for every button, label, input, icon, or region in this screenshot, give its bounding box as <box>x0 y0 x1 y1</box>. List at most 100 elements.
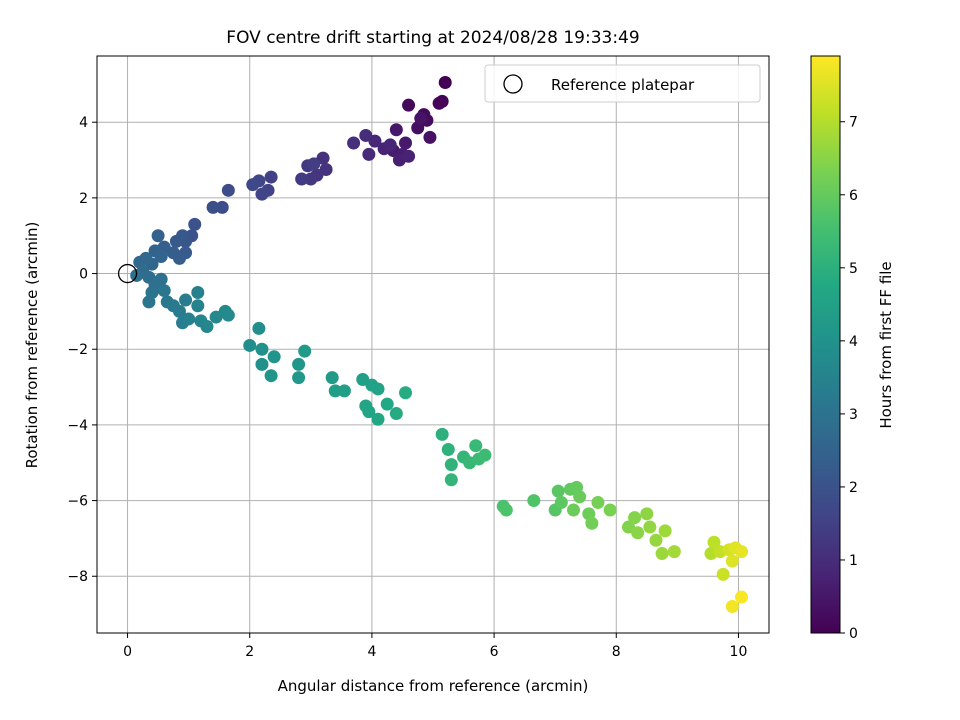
data-point <box>371 382 385 396</box>
colorbar-tick-label: 4 <box>849 334 858 350</box>
data-point <box>215 200 229 214</box>
data-point <box>402 98 416 112</box>
data-point <box>441 442 455 456</box>
colorbar-tick-label: 6 <box>849 188 858 204</box>
data-point <box>499 503 513 517</box>
y-tick-label: −6 <box>67 494 88 510</box>
x-tick-label: 8 <box>612 644 621 660</box>
data-point <box>172 304 186 318</box>
data-point <box>735 545 749 559</box>
data-point <box>551 484 565 498</box>
data-point <box>402 149 416 163</box>
data-point <box>307 157 321 171</box>
colorbar-tick-label: 5 <box>849 261 858 277</box>
data-point <box>221 308 235 322</box>
data-point <box>359 128 373 142</box>
data-point <box>383 138 397 152</box>
colorbar-tick-label: 1 <box>849 553 858 569</box>
x-axis-label: Angular distance from reference (arcmin) <box>278 677 589 695</box>
colorbar-tick-label: 0 <box>849 626 858 642</box>
y-tick-label: 0 <box>79 267 88 283</box>
data-point <box>725 554 739 568</box>
data-point <box>707 535 721 549</box>
data-point <box>362 147 376 161</box>
data-point <box>527 494 541 508</box>
data-point <box>667 545 681 559</box>
data-point <box>554 495 568 509</box>
data-point <box>179 293 193 307</box>
x-tick-label: 6 <box>490 644 499 660</box>
y-tick-label: −4 <box>67 418 88 434</box>
data-point <box>191 285 205 299</box>
data-point <box>151 229 165 243</box>
x-tick-label: 2 <box>245 644 254 660</box>
legend-marker-open-circle <box>503 74 523 94</box>
data-point <box>469 439 483 453</box>
data-point <box>735 590 749 604</box>
colorbar-tick-label: 2 <box>849 480 858 496</box>
chart-title: FOV centre drift starting at 2024/08/28 … <box>226 28 639 48</box>
data-point <box>444 473 458 487</box>
y-axis-ticks: −8 −6 −4 −2 0 2 4 <box>67 115 97 585</box>
colorbar: 0 1 2 3 4 5 6 7 Hours from first FF file <box>810 55 895 642</box>
data-point <box>716 567 730 581</box>
legend-entry-label: Reference platepar <box>551 76 695 94</box>
y-tick-label: −2 <box>67 342 88 358</box>
data-point <box>264 369 278 383</box>
x-tick-label: 0 <box>123 644 132 660</box>
data-point <box>603 503 617 517</box>
data-point <box>567 503 581 517</box>
data-point <box>182 312 196 326</box>
data-point <box>414 111 428 125</box>
reference-platepar-marker <box>117 263 138 284</box>
data-point <box>246 178 260 192</box>
data-point <box>628 511 642 525</box>
data-point <box>200 320 214 334</box>
data-point <box>304 172 318 186</box>
data-point <box>643 520 657 534</box>
data-point <box>295 172 309 186</box>
legend-box <box>484 64 761 103</box>
data-point <box>292 371 306 385</box>
data-point <box>298 344 312 358</box>
scatter-points <box>130 75 749 614</box>
data-point <box>325 371 339 385</box>
data-point <box>292 357 306 371</box>
colorbar-ticks: 0 1 2 3 4 5 6 7 <box>840 115 858 642</box>
data-point <box>154 250 168 264</box>
data-point <box>371 412 385 426</box>
data-point <box>649 533 663 547</box>
x-tick-label: 4 <box>367 644 376 660</box>
data-point <box>267 350 281 364</box>
data-point <box>585 516 599 530</box>
y-tick-label: 4 <box>79 115 88 131</box>
data-point <box>264 170 278 184</box>
x-tick-label: 10 <box>730 644 748 660</box>
data-point <box>432 96 446 110</box>
data-point <box>573 490 587 504</box>
legend: Reference platepar <box>484 64 761 103</box>
data-point <box>328 384 342 398</box>
data-point <box>380 397 394 411</box>
plot-frame <box>96 55 770 634</box>
data-point <box>399 386 413 400</box>
data-point <box>658 524 672 538</box>
data-point <box>591 495 605 509</box>
data-point <box>255 342 269 356</box>
y-tick-label: 2 <box>79 191 88 207</box>
data-point <box>423 130 437 144</box>
colorbar-tick-label: 3 <box>849 407 858 423</box>
x-axis-ticks: 0 2 4 6 8 10 <box>123 633 747 660</box>
data-point <box>243 338 257 352</box>
y-tick-label: −8 <box>67 569 88 585</box>
data-point <box>725 600 739 614</box>
data-point <box>252 321 266 335</box>
colorbar-tick-label: 7 <box>849 115 858 131</box>
data-point <box>154 272 168 286</box>
data-point <box>206 200 220 214</box>
data-point <box>438 75 452 89</box>
data-point <box>255 357 269 371</box>
data-point <box>435 427 449 441</box>
data-point <box>655 547 669 561</box>
